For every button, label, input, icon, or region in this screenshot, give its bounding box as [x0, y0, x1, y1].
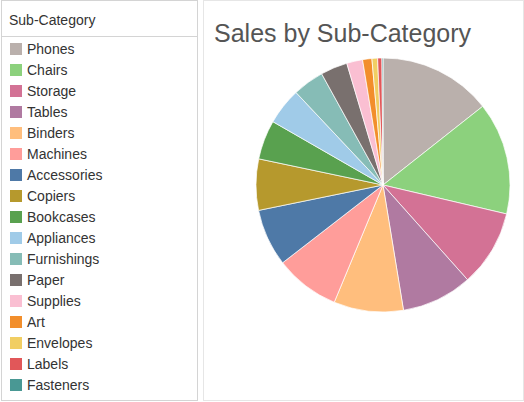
legend-label: Chairs — [27, 62, 67, 78]
legend-swatch — [10, 316, 22, 328]
legend-label: Machines — [27, 146, 87, 162]
legend-label: Fasteners — [27, 377, 89, 393]
pie-slice — [378, 58, 383, 185]
legend-header-rule — [2, 36, 197, 37]
legend-item: Appliances — [10, 230, 96, 246]
legend-label: Envelopes — [27, 335, 92, 351]
legend-label: Paper — [27, 272, 65, 288]
legend-item: Tables — [10, 104, 67, 120]
pie — [256, 58, 510, 312]
legend-item: Machines — [10, 146, 87, 162]
legend-swatch — [10, 127, 22, 139]
legend-label: Bookcases — [27, 209, 95, 225]
legend-swatch — [10, 358, 22, 370]
legend-swatch — [10, 232, 22, 244]
legend-label: Art — [27, 314, 45, 330]
chart-pane — [204, 1, 524, 401]
legend: Phones Chairs Storage Tables Binders Machines… — [10, 41, 102, 393]
legend-swatch — [10, 274, 22, 286]
legend-swatch — [10, 85, 22, 97]
legend-item: Accessories — [10, 167, 102, 183]
legend-item: Binders — [10, 125, 74, 141]
legend-label: Supplies — [27, 293, 81, 309]
legend-swatch — [10, 148, 22, 160]
legend-label: Phones — [27, 41, 74, 57]
legend-swatch — [10, 169, 22, 181]
legend-item: Supplies — [10, 293, 81, 309]
legend-pane — [2, 1, 198, 401]
legend-swatch — [10, 295, 22, 307]
legend-swatch — [10, 64, 22, 76]
chart-title: Sales by Sub-Category — [214, 19, 472, 47]
pie-slice — [372, 58, 383, 185]
legend-swatch — [10, 211, 22, 223]
legend-label: Binders — [27, 125, 74, 141]
legend-swatch — [10, 43, 22, 55]
legend-item: Bookcases — [10, 209, 95, 225]
legend-item: Art — [10, 314, 45, 330]
legend-item: Paper — [10, 272, 65, 288]
legend-swatch — [10, 190, 22, 202]
legend-item: Copiers — [10, 188, 75, 204]
legend-label: Appliances — [27, 230, 96, 246]
legend-item: Fasteners — [10, 377, 89, 393]
legend-title: Sub-Category — [9, 12, 95, 28]
chart-svg: Sales by Sub-Category Sub-Category Phones C… — [0, 0, 524, 402]
pie-slice — [382, 58, 383, 185]
legend-item: Storage — [10, 83, 76, 99]
legend-label: Copiers — [27, 188, 75, 204]
legend-label: Accessories — [27, 167, 102, 183]
legend-item: Phones — [10, 41, 74, 57]
legend-swatch — [10, 337, 22, 349]
legend-swatch — [10, 253, 22, 265]
legend-item: Chairs — [10, 62, 67, 78]
legend-item: Furnishings — [10, 251, 99, 267]
pie-slice — [363, 58, 383, 185]
legend-label: Storage — [27, 83, 76, 99]
legend-item: Envelopes — [10, 335, 92, 351]
legend-item: Labels — [10, 356, 68, 372]
legend-label: Tables — [27, 104, 67, 120]
legend-label: Furnishings — [27, 251, 99, 267]
legend-label: Labels — [27, 356, 68, 372]
legend-swatch — [10, 106, 22, 118]
legend-swatch — [10, 379, 22, 391]
